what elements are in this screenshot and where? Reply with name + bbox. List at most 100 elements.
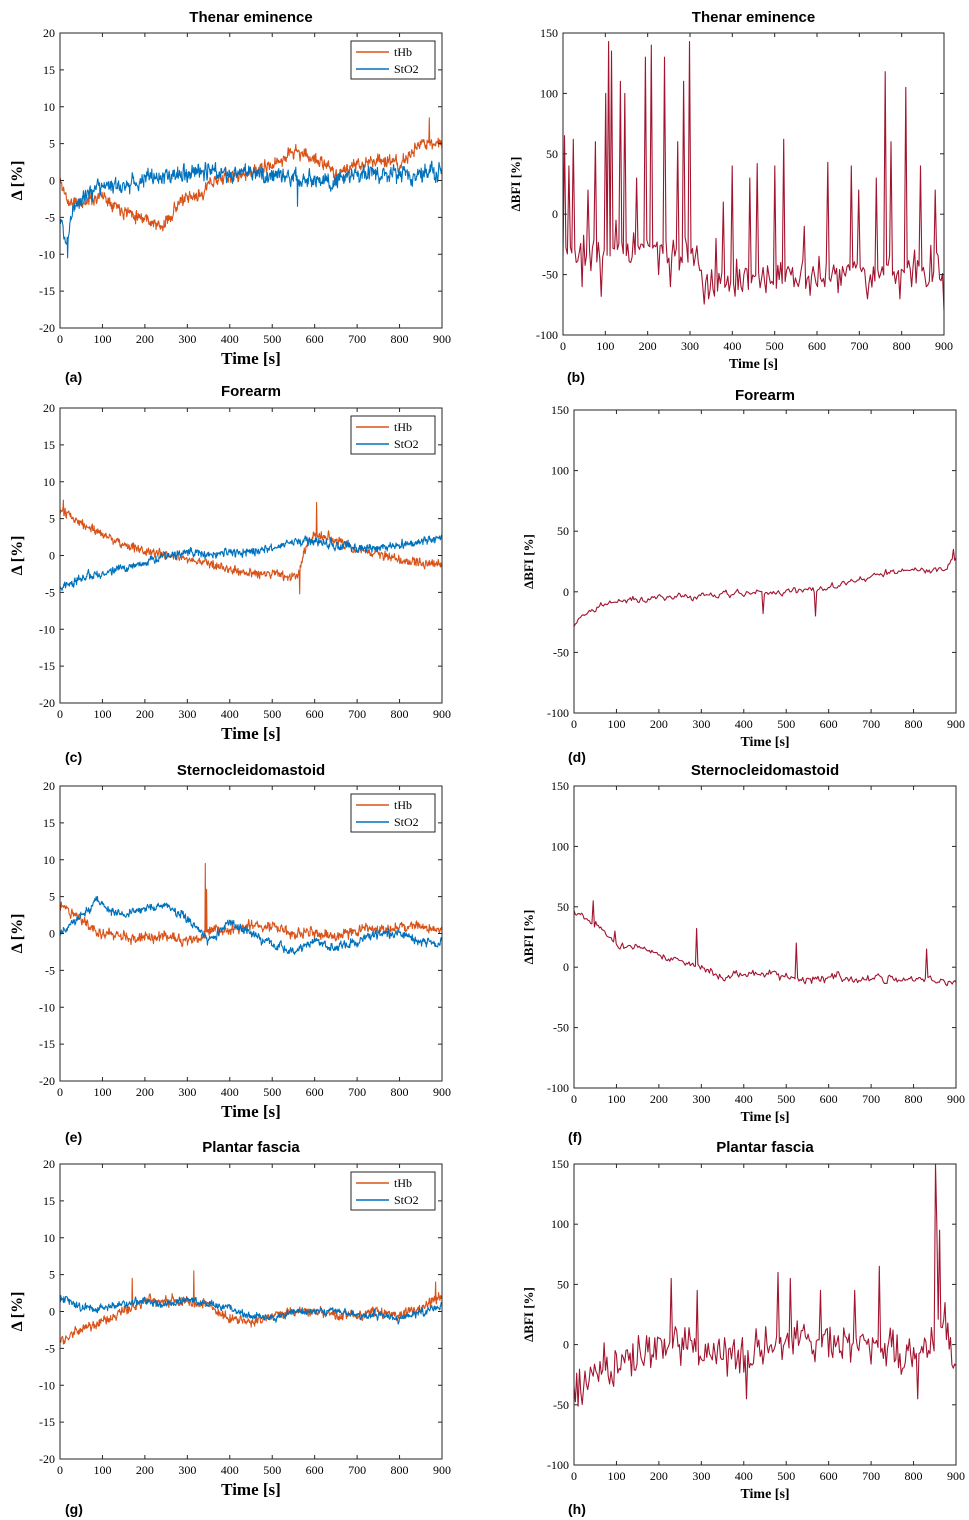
panel-label: (a) [65, 369, 82, 385]
chart-title: Sternocleidomastoid [691, 762, 839, 779]
series-line-bfi [563, 40, 944, 311]
chart-h: 0 100 200 300 400 500 600 700 800 900 -100 -50 0 50 10… [521, 1139, 965, 1517]
chart-title: Plantar fascia [716, 1139, 814, 1156]
x-tick-label: 400 [221, 332, 239, 346]
panel-label: (d) [568, 749, 586, 765]
y-tick-label: 50 [557, 900, 569, 914]
y-tick-label: -15 [39, 1037, 55, 1051]
y-tick-label: 20 [43, 26, 55, 40]
x-axis-label: Time [s] [221, 724, 281, 743]
y-tick-label: -100 [547, 706, 569, 720]
x-tick-label: 900 [433, 707, 451, 721]
y-tick-label: 50 [557, 1277, 569, 1291]
series-line-thb [60, 1270, 442, 1345]
axes-frame [573, 1163, 957, 1466]
y-tick-label: -5 [45, 1341, 55, 1355]
y-tick-label: 50 [546, 147, 558, 161]
plot-area [574, 786, 956, 1088]
y-tick-label: -5 [45, 210, 55, 224]
series-line-sto2 [60, 160, 442, 259]
y-tick-label: -20 [39, 1074, 55, 1088]
y-tick-label: 5 [49, 512, 55, 526]
y-tick-label: 100 [540, 86, 558, 100]
legend: tHb StO2 [350, 415, 436, 455]
y-tick-label: 20 [43, 401, 55, 415]
x-tick-label: 600 [820, 717, 838, 731]
x-tick-label: 800 [391, 1085, 409, 1099]
x-tick-label: 100 [607, 717, 625, 731]
plot-area [563, 33, 944, 335]
panel-label: (c) [65, 749, 82, 765]
x-axis-label: Time [s] [740, 735, 789, 750]
legend-box [350, 415, 436, 455]
x-tick-label: 700 [348, 707, 366, 721]
x-tick-label: 200 [136, 332, 154, 346]
chart-title: Thenar eminence [189, 9, 312, 26]
y-tick-label: 15 [43, 1194, 55, 1208]
chart-a: 0 100 200 300 400 500 600 700 800 900 -20 -15 -10 -5 0… [9, 9, 451, 385]
x-tick-label: 700 [348, 332, 366, 346]
series-line-bfi [574, 1164, 956, 1407]
x-tick-label: 100 [607, 1469, 625, 1483]
x-tick-label: 500 [263, 1085, 281, 1099]
x-tick-label: 0 [57, 1085, 63, 1099]
x-tick-label: 600 [306, 332, 324, 346]
x-tick-label: 400 [723, 339, 741, 353]
y-tick-label: -15 [39, 1415, 55, 1429]
y-tick-label: -15 [39, 659, 55, 673]
chart-g: 0 100 200 300 400 500 600 700 800 900 -20 -15 -10 -5 0… [9, 1139, 451, 1517]
chart-f: 0 100 200 300 400 500 600 700 800 900 -100 -50 0 50 10… [521, 762, 965, 1145]
y-tick-label: 50 [557, 524, 569, 538]
x-axis-label: Time [s] [221, 349, 281, 368]
x-tick-label: 800 [905, 1469, 923, 1483]
x-tick-label: 300 [178, 332, 196, 346]
x-tick-label: 600 [306, 1085, 324, 1099]
x-tick-label: 200 [650, 1092, 668, 1106]
y-tick-label: -50 [553, 1398, 569, 1412]
y-tick-label: -15 [39, 284, 55, 298]
y-axis-label: ΔBFI [%] [521, 1287, 536, 1342]
y-tick-label: -5 [45, 585, 55, 599]
y-tick-label: -50 [553, 1021, 569, 1035]
y-tick-label: 20 [43, 779, 55, 793]
x-axis-label: Time [s] [740, 1110, 789, 1125]
axes-frame [573, 785, 957, 1089]
x-tick-label: 300 [178, 1463, 196, 1477]
x-tick-label: 700 [348, 1085, 366, 1099]
x-tick-label: 0 [571, 1092, 577, 1106]
y-tick-label: -10 [39, 247, 55, 261]
x-tick-label: 500 [777, 1469, 795, 1483]
x-tick-label: 800 [893, 339, 911, 353]
legend-entry-sto2: StO2 [394, 62, 419, 76]
x-tick-label: 300 [681, 339, 699, 353]
y-tick-label: 5 [49, 1268, 55, 1282]
legend-entry-thb: tHb [394, 1176, 412, 1190]
y-tick-label: 0 [49, 927, 55, 941]
y-tick-label: 150 [551, 779, 569, 793]
x-tick-label: 500 [777, 717, 795, 731]
x-tick-label: 200 [650, 717, 668, 731]
y-tick-label: -10 [39, 1378, 55, 1392]
x-tick-label: 800 [905, 1092, 923, 1106]
x-tick-label: 700 [862, 717, 880, 731]
x-tick-label: 0 [57, 1463, 63, 1477]
chart-title: Forearm [735, 387, 795, 404]
legend-entry-thb: tHb [394, 420, 412, 434]
axes-frame [562, 32, 945, 336]
x-tick-label: 400 [221, 707, 239, 721]
y-tick-label: 15 [43, 63, 55, 77]
panel-label: (f) [568, 1129, 582, 1145]
chart-c: 0 100 200 300 400 500 600 700 800 900 -20 -15 -10 -5 0… [9, 383, 451, 765]
y-tick-label: -20 [39, 1452, 55, 1466]
x-tick-label: 900 [947, 1092, 965, 1106]
series-line-sto2 [60, 1295, 442, 1325]
x-tick-label: 800 [905, 717, 923, 731]
legend: tHb StO2 [350, 40, 436, 80]
y-tick-label: 150 [540, 26, 558, 40]
panel-label: (h) [568, 1501, 586, 1517]
series-line-bfi [574, 900, 956, 987]
axes-frame [573, 409, 957, 714]
x-tick-label: 100 [93, 1085, 111, 1099]
y-tick-label: 0 [552, 207, 558, 221]
